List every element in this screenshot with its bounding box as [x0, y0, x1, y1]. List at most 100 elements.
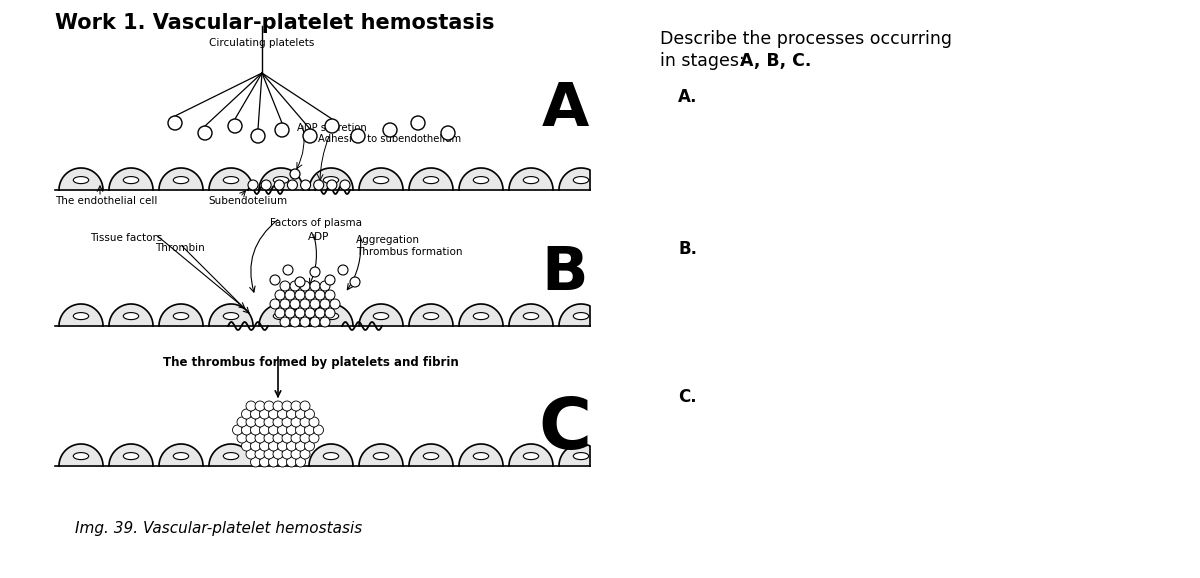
Circle shape: [277, 457, 288, 467]
Circle shape: [300, 417, 310, 427]
Circle shape: [259, 441, 270, 451]
Ellipse shape: [574, 177, 589, 184]
Circle shape: [274, 417, 283, 427]
Circle shape: [295, 425, 306, 435]
Ellipse shape: [124, 313, 139, 320]
Circle shape: [269, 409, 278, 419]
Circle shape: [295, 409, 306, 419]
Circle shape: [246, 401, 256, 411]
Ellipse shape: [124, 453, 139, 460]
Ellipse shape: [373, 453, 389, 460]
Circle shape: [246, 417, 256, 427]
Text: in stages:: in stages:: [660, 52, 750, 70]
Text: C: C: [539, 395, 592, 465]
Ellipse shape: [424, 177, 439, 184]
Circle shape: [277, 409, 288, 419]
Ellipse shape: [73, 313, 89, 320]
Circle shape: [305, 441, 314, 451]
Polygon shape: [109, 168, 154, 190]
Circle shape: [270, 275, 280, 285]
Circle shape: [295, 290, 305, 300]
Circle shape: [251, 409, 260, 419]
Polygon shape: [359, 168, 403, 190]
Circle shape: [286, 290, 295, 300]
Ellipse shape: [274, 313, 289, 320]
Circle shape: [238, 433, 247, 443]
Polygon shape: [359, 304, 403, 326]
Circle shape: [282, 449, 292, 459]
Ellipse shape: [223, 177, 239, 184]
Polygon shape: [209, 168, 253, 190]
Circle shape: [280, 281, 290, 291]
Circle shape: [325, 308, 335, 318]
Text: A: A: [541, 80, 589, 139]
Circle shape: [325, 290, 335, 300]
Circle shape: [310, 281, 320, 291]
Circle shape: [300, 281, 310, 291]
Text: The endothelial cell: The endothelial cell: [55, 196, 157, 206]
Ellipse shape: [274, 177, 289, 184]
Polygon shape: [409, 168, 454, 190]
Circle shape: [256, 433, 265, 443]
Circle shape: [256, 417, 265, 427]
Circle shape: [300, 299, 310, 309]
Text: The thrombus formed by platelets and fibrin: The thrombus formed by platelets and fib…: [163, 356, 458, 369]
Circle shape: [256, 401, 265, 411]
Circle shape: [262, 180, 271, 190]
Circle shape: [300, 401, 310, 411]
Circle shape: [269, 425, 278, 435]
Circle shape: [287, 425, 296, 435]
Circle shape: [287, 441, 296, 451]
Circle shape: [310, 433, 319, 443]
Circle shape: [326, 180, 337, 190]
Circle shape: [410, 116, 425, 130]
Text: Describe the processes occurring: Describe the processes occurring: [660, 30, 952, 48]
Circle shape: [277, 425, 288, 435]
Text: ADP secretion: ADP secretion: [298, 123, 367, 133]
Circle shape: [330, 299, 340, 309]
Text: Factors of plasma: Factors of plasma: [270, 218, 362, 228]
Ellipse shape: [574, 453, 589, 460]
Circle shape: [340, 180, 350, 190]
Ellipse shape: [173, 453, 188, 460]
Circle shape: [277, 441, 288, 451]
Polygon shape: [109, 444, 154, 466]
Circle shape: [259, 409, 270, 419]
Circle shape: [274, 401, 283, 411]
Circle shape: [292, 417, 301, 427]
Ellipse shape: [73, 177, 89, 184]
Ellipse shape: [523, 313, 539, 320]
Circle shape: [442, 126, 455, 140]
Text: B.: B.: [678, 240, 697, 258]
Ellipse shape: [373, 177, 389, 184]
Polygon shape: [458, 304, 503, 326]
Circle shape: [228, 119, 242, 133]
Circle shape: [259, 425, 270, 435]
Text: A, B, C.: A, B, C.: [740, 52, 811, 70]
Circle shape: [269, 457, 278, 467]
Ellipse shape: [73, 453, 89, 460]
Circle shape: [310, 299, 320, 309]
Circle shape: [259, 457, 270, 467]
Circle shape: [290, 281, 300, 291]
Circle shape: [238, 417, 247, 427]
Ellipse shape: [323, 313, 338, 320]
Ellipse shape: [473, 177, 488, 184]
Text: Work 1. Vascular-platelet hemostasis: Work 1. Vascular-platelet hemostasis: [55, 13, 494, 33]
Polygon shape: [158, 168, 203, 190]
Circle shape: [282, 401, 292, 411]
Polygon shape: [59, 304, 103, 326]
Circle shape: [310, 267, 320, 277]
Circle shape: [295, 308, 305, 318]
Circle shape: [314, 308, 325, 318]
Polygon shape: [310, 304, 353, 326]
Ellipse shape: [523, 177, 539, 184]
Text: Circulating platelets: Circulating platelets: [209, 38, 314, 48]
Text: Tissue factors: Tissue factors: [90, 233, 162, 243]
Circle shape: [295, 457, 306, 467]
Ellipse shape: [124, 177, 139, 184]
Polygon shape: [158, 444, 203, 466]
Polygon shape: [259, 304, 302, 326]
Polygon shape: [509, 444, 553, 466]
Circle shape: [168, 116, 182, 130]
